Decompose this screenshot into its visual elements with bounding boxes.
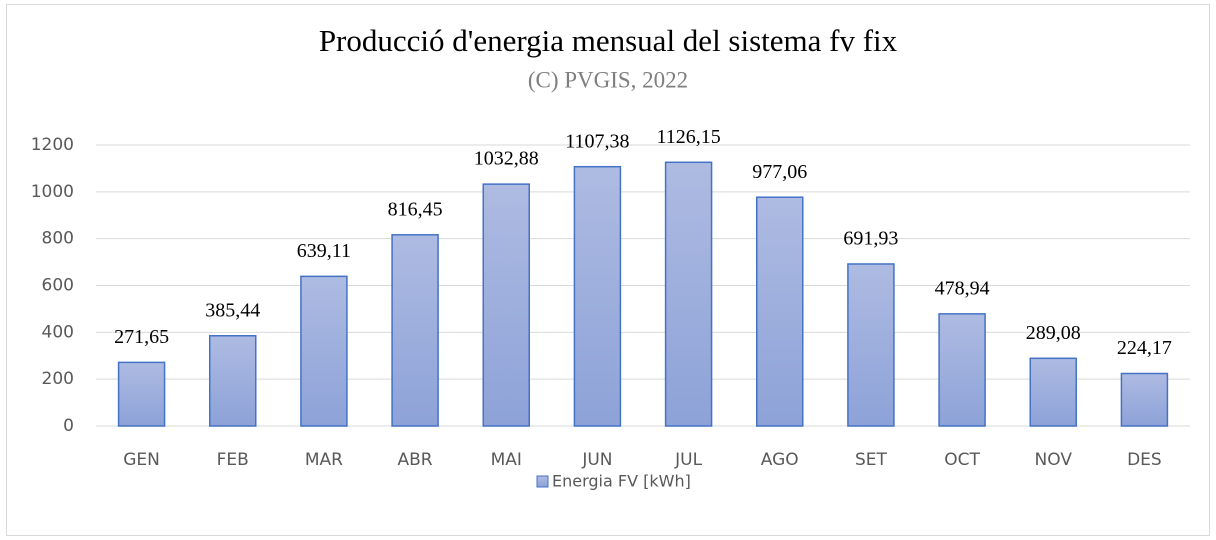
y-tick-label: 200	[42, 369, 74, 389]
bar	[391, 234, 439, 427]
x-tick-label: OCT	[944, 450, 980, 470]
bar	[573, 165, 622, 427]
bar	[1029, 357, 1077, 427]
x-tick-label: NOV	[1035, 450, 1073, 470]
data-label: 385,44	[205, 299, 260, 321]
bar	[209, 334, 257, 427]
bar	[938, 313, 986, 427]
y-tick-label: 600	[42, 276, 74, 296]
x-tick-label: SET	[855, 450, 888, 470]
data-label: 224,17	[1117, 337, 1172, 359]
bar	[847, 263, 895, 427]
bar	[300, 275, 348, 427]
legend-label: Energia FV [kWh]	[552, 472, 691, 491]
x-tick-label: FEB	[217, 450, 249, 470]
bar	[482, 183, 530, 427]
x-tick-label: AGO	[761, 450, 799, 470]
data-label: 271,65	[114, 326, 169, 348]
chart-subtitle: (C) PVGIS, 2022	[528, 67, 688, 92]
y-tick-label: 1200	[31, 135, 74, 155]
data-label: 1107,38	[565, 130, 629, 152]
x-tick-label: ABR	[398, 450, 433, 470]
data-label: 1032,88	[474, 148, 539, 170]
y-tick-label: 800	[42, 229, 74, 249]
chart-title: Producció d'energia mensual del sistema …	[319, 23, 898, 58]
x-tick-label: MAI	[491, 450, 522, 470]
data-label: 691,93	[843, 228, 898, 250]
bar	[664, 161, 713, 427]
data-label: 816,45	[388, 198, 443, 220]
data-label: 478,94	[935, 277, 990, 299]
x-tick-label: DES	[1127, 450, 1162, 470]
y-tick-label: 400	[42, 322, 74, 342]
legend-swatch	[536, 475, 549, 488]
y-tick-label: 1000	[31, 182, 74, 202]
bar	[1120, 372, 1169, 427]
data-label: 289,08	[1026, 322, 1081, 344]
x-tick-label: JUL	[674, 450, 702, 470]
bar	[117, 361, 166, 427]
x-tick-label: MAR	[305, 450, 343, 470]
data-label: 977,06	[752, 161, 807, 183]
y-tick-label: 0	[63, 416, 74, 436]
x-tick-label: JUN	[581, 450, 612, 470]
data-label: 639,11	[297, 240, 351, 262]
bar	[756, 196, 804, 427]
data-label: 1126,15	[656, 126, 720, 148]
x-tick-label: GEN	[123, 450, 160, 470]
